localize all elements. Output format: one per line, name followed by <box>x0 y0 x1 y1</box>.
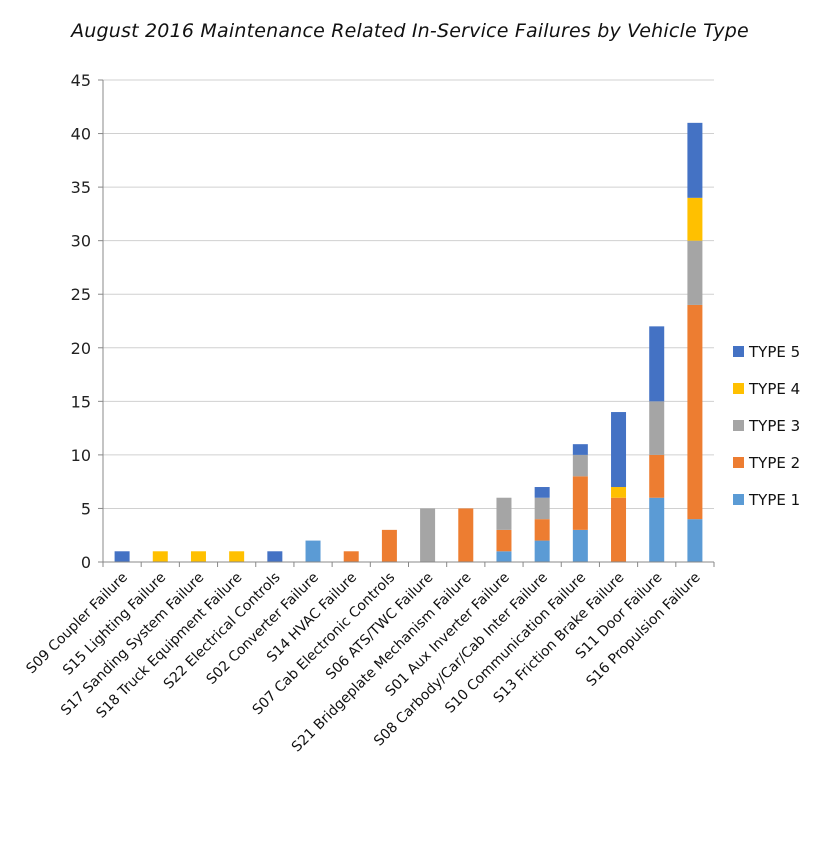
legend-swatch <box>733 383 744 394</box>
legend-swatch <box>733 346 744 357</box>
bar-segment-type-2 <box>534 519 550 541</box>
bar-segment-type-2 <box>343 551 359 562</box>
bar-segment-type-5 <box>649 326 665 402</box>
y-axis-ticks: 0 5 10 15 20 25 30 35 40 45 <box>71 71 103 572</box>
bar-segment-type-5 <box>114 551 130 562</box>
bar-segment-type-4 <box>152 551 168 562</box>
legend-label: TYPE 2 <box>748 454 800 472</box>
bar-segment-type-4 <box>229 551 245 562</box>
y-tick-label: 40 <box>71 125 91 144</box>
bar-segment-type-1 <box>572 529 588 562</box>
bar-segment-type-4 <box>190 551 206 562</box>
axes <box>102 80 715 567</box>
y-tick-label: 45 <box>71 71 91 90</box>
bar-segment-type-5 <box>611 412 627 488</box>
legend-swatch <box>733 494 744 505</box>
bar-segment-type-3 <box>687 240 703 305</box>
bar-segment-type-2 <box>572 476 588 530</box>
legend-label: TYPE 5 <box>748 343 800 361</box>
bar-segment-type-5 <box>534 487 550 498</box>
y-tick-label: 0 <box>81 553 91 572</box>
bars <box>114 122 703 562</box>
legend-label: TYPE 1 <box>748 491 800 509</box>
y-tick-label: 15 <box>71 392 91 411</box>
bar-segment-type-1 <box>649 497 665 562</box>
bar-segment-type-2 <box>458 508 474 562</box>
bar-segment-type-4 <box>611 487 627 498</box>
y-tick-label: 35 <box>71 178 91 197</box>
bar-segment-type-5 <box>267 551 283 562</box>
legend-swatch <box>733 457 744 468</box>
bar-segment-type-2 <box>687 304 703 520</box>
bar-segment-type-3 <box>572 454 588 477</box>
legend: TYPE 5 TYPE 4 TYPE 3 TYPE 2 TYPE 1 <box>733 343 800 509</box>
chart-title: August 2016 Maintenance Related In-Servi… <box>71 20 749 42</box>
bar-segment-type-2 <box>496 529 512 552</box>
bar-segment-type-2 <box>611 497 627 562</box>
bar-segment-type-1 <box>687 519 703 562</box>
legend-label: TYPE 3 <box>748 417 800 435</box>
bar-segment-type-1 <box>534 540 550 562</box>
legend-label: TYPE 4 <box>748 380 800 398</box>
bar-segment-type-2 <box>381 529 397 562</box>
bar-segment-type-3 <box>496 497 512 530</box>
y-tick-label: 20 <box>71 339 91 358</box>
y-tick-label: 25 <box>71 285 91 304</box>
bar-segment-type-5 <box>572 444 588 455</box>
y-tick-label: 30 <box>71 232 91 251</box>
gridlines <box>103 79 714 509</box>
bar-segment-type-3 <box>649 401 665 455</box>
x-tick-label: S17 Sanding System Failure <box>58 570 207 719</box>
bar-segment-type-2 <box>649 454 665 498</box>
x-tick-label: S10 Communication Failure <box>442 570 589 717</box>
bar-segment-type-5 <box>687 122 703 198</box>
bar-segment-type-3 <box>420 508 436 562</box>
legend-swatch <box>733 420 744 431</box>
y-tick-label: 5 <box>81 499 91 518</box>
bar-segment-type-4 <box>687 197 703 241</box>
bar-segment-type-1 <box>305 540 321 562</box>
bar-segment-type-1 <box>496 551 512 562</box>
y-tick-label: 10 <box>71 446 91 465</box>
bar-segment-type-3 <box>534 497 550 520</box>
